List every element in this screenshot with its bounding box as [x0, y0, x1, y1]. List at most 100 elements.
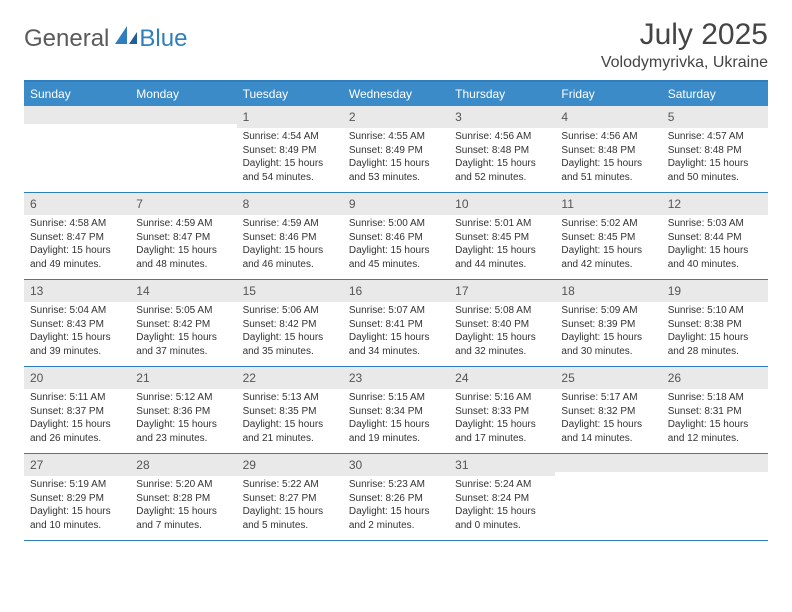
day-number-row: 20 — [24, 367, 130, 389]
day-info: Sunrise: 5:12 AMSunset: 8:36 PMDaylight:… — [132, 391, 234, 445]
day-number-row: 7 — [130, 193, 236, 215]
day-info: Sunrise: 5:01 AMSunset: 8:45 PMDaylight:… — [451, 217, 553, 271]
day-info: Sunrise: 4:56 AMSunset: 8:48 PMDaylight:… — [451, 130, 553, 184]
day-cell: 9Sunrise: 5:00 AMSunset: 8:46 PMDaylight… — [343, 193, 449, 279]
day-number: 19 — [668, 284, 681, 298]
day-number-row: 30 — [343, 454, 449, 476]
day-number: 12 — [668, 197, 681, 211]
day-number: 16 — [349, 284, 362, 298]
day-number-row: 29 — [237, 454, 343, 476]
page-title: July 2025 — [601, 18, 768, 52]
day-number: 30 — [349, 458, 362, 472]
location-label: Volodymyrivka, Ukraine — [601, 54, 768, 72]
day-cell: 20Sunrise: 5:11 AMSunset: 8:37 PMDayligh… — [24, 367, 130, 453]
day-number: 3 — [455, 110, 462, 124]
week-row: 13 Sunrise: 5:04 AMSunset: 8:43 PMDayligh… — [24, 280, 768, 367]
day-number: 23 — [349, 371, 362, 385]
day-info: Sunrise: 4:54 AMSunset: 8:49 PMDaylight:… — [239, 130, 341, 184]
day-number-row: 21 — [130, 367, 236, 389]
day-number-row: 18 — [555, 280, 661, 302]
day-info: Sunrise: 5:04 AMSunset: 8:43 PMDaylight:… — [26, 304, 128, 358]
day-number: 28 — [136, 458, 149, 472]
day-number-row: 12 — [662, 193, 768, 215]
day-cell: 24Sunrise: 5:16 AMSunset: 8:33 PMDayligh… — [449, 367, 555, 453]
day-info: Sunrise: 5:06 AMSunset: 8:42 PMDaylight:… — [239, 304, 341, 358]
day-cell: 30 Sunrise: 5:23 AMSunset: 8:26 PMDayligh… — [343, 454, 449, 540]
day-info: Sunrise: 5:02 AMSunset: 8:45 PMDaylight:… — [557, 217, 659, 271]
day-cell: 10 Sunrise: 5:01 AMSunset: 8:45 PMDayligh… — [449, 193, 555, 279]
day-number: 1 — [243, 110, 250, 124]
day-number-row: 28 — [130, 454, 236, 476]
day-cell: 12 Sunrise: 5:03 AMSunset: 8:44 PMDayligh… — [662, 193, 768, 279]
day-number-row: 5 — [662, 106, 768, 128]
day-cell: 3 Sunrise: 4:56 AMSunset: 8:48 PMDaylight… — [449, 106, 555, 192]
day-cell: 25Sunrise: 5:17 AMSunset: 8:32 PMDayligh… — [555, 367, 661, 453]
day-number-row: 31 — [449, 454, 555, 476]
day-number: 29 — [243, 458, 256, 472]
day-number: 7 — [136, 197, 143, 211]
day-number: 26 — [668, 371, 681, 385]
day-cell: 29 Sunrise: 5:22 AMSunset: 8:27 PMDayligh… — [237, 454, 343, 540]
day-cell: 21 Sunrise: 5:12 AMSunset: 8:36 PMDayligh… — [130, 367, 236, 453]
day-cell: 26 Sunrise: 5:18 AMSunset: 8:31 PMDayligh… — [662, 367, 768, 453]
day-number-row: 25 — [555, 367, 661, 389]
day-number-row: 15 — [237, 280, 343, 302]
day-number: 4 — [561, 110, 568, 124]
day-info: Sunrise: 5:23 AMSunset: 8:26 PMDaylight:… — [345, 478, 447, 532]
day-info: Sunrise: 5:05 AMSunset: 8:42 PMDaylight:… — [132, 304, 234, 358]
day-number: 11 — [561, 197, 573, 211]
logo-text-1: General — [24, 25, 109, 53]
weekday-label: Sunday — [24, 82, 130, 106]
day-info: Sunrise: 5:10 AMSunset: 8:38 PMDaylight:… — [664, 304, 766, 358]
day-info: Sunrise: 4:59 AMSunset: 8:46 PMDaylight:… — [239, 217, 341, 271]
day-number: 31 — [455, 458, 468, 472]
day-number: 18 — [561, 284, 574, 298]
calendar: SundayMondayTuesdayWednesdayThursdayFrid… — [24, 80, 768, 541]
day-number-row: 13 — [24, 280, 130, 302]
day-number: 6 — [30, 197, 37, 211]
weeks-container: 1 Sunrise: 4:54 AMSunset: 8:49 PMDaylight… — [24, 106, 768, 541]
day-cell: 8Sunrise: 4:59 AMSunset: 8:46 PMDaylight… — [237, 193, 343, 279]
day-cell: 4Sunrise: 4:56 AMSunset: 8:48 PMDaylight… — [555, 106, 661, 192]
day-cell: 28Sunrise: 5:20 AMSunset: 8:28 PMDayligh… — [130, 454, 236, 540]
day-number: 27 — [30, 458, 43, 472]
day-number: 15 — [243, 284, 256, 298]
day-number-row: 3 — [449, 106, 555, 128]
day-cell: 22Sunrise: 5:13 AMSunset: 8:35 PMDayligh… — [237, 367, 343, 453]
day-number: 17 — [455, 284, 468, 298]
day-number-row — [130, 106, 236, 124]
day-number: 5 — [668, 110, 675, 124]
weekday-label: Tuesday — [237, 82, 343, 106]
day-cell — [24, 106, 130, 192]
day-number: 21 — [136, 371, 149, 385]
day-info: Sunrise: 5:03 AMSunset: 8:44 PMDaylight:… — [664, 217, 766, 271]
day-number-row: 2 — [343, 106, 449, 128]
day-info: Sunrise: 5:11 AMSunset: 8:37 PMDaylight:… — [26, 391, 128, 445]
day-info: Sunrise: 5:22 AMSunset: 8:27 PMDaylight:… — [239, 478, 341, 532]
day-number: 25 — [561, 371, 574, 385]
day-info: Sunrise: 4:58 AMSunset: 8:47 PMDaylight:… — [26, 217, 128, 271]
day-info: Sunrise: 5:09 AMSunset: 8:39 PMDaylight:… — [557, 304, 659, 358]
day-cell: 7Sunrise: 4:59 AMSunset: 8:47 PMDaylight… — [130, 193, 236, 279]
day-cell: 13 Sunrise: 5:04 AMSunset: 8:43 PMDayligh… — [24, 280, 130, 366]
logo: General Blue — [24, 24, 187, 53]
weekday-label: Friday — [555, 82, 661, 106]
day-info: Sunrise: 5:16 AMSunset: 8:33 PMDaylight:… — [451, 391, 553, 445]
day-number-row: 11 — [555, 193, 661, 215]
day-number: 13 — [30, 284, 43, 298]
day-cell: 31Sunrise: 5:24 AMSunset: 8:24 PMDayligh… — [449, 454, 555, 540]
day-info: Sunrise: 5:18 AMSunset: 8:31 PMDaylight:… — [664, 391, 766, 445]
day-cell — [555, 454, 661, 540]
day-number: 10 — [455, 197, 468, 211]
weekday-label: Thursday — [449, 82, 555, 106]
logo-sail-icon — [113, 24, 139, 53]
weekday-label: Saturday — [662, 82, 768, 106]
day-number-row — [662, 454, 768, 472]
day-number-row: 26 — [662, 367, 768, 389]
day-number-row: 24 — [449, 367, 555, 389]
title-block: July 2025 Volodymyrivka, Ukraine — [601, 18, 768, 72]
day-cell — [662, 454, 768, 540]
day-cell: 14Sunrise: 5:05 AMSunset: 8:42 PMDayligh… — [130, 280, 236, 366]
day-number: 22 — [243, 371, 256, 385]
day-number-row: 10 — [449, 193, 555, 215]
